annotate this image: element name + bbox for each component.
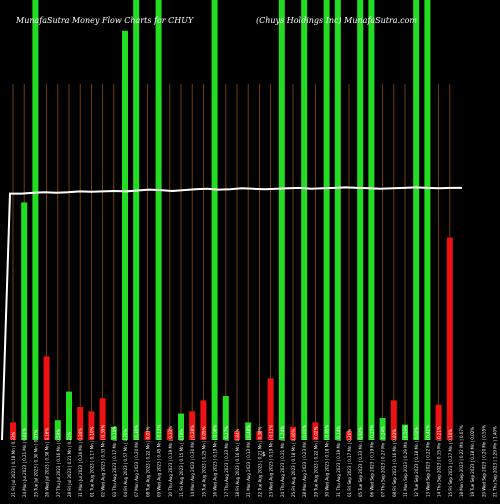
money-flow-bar — [290, 426, 296, 440]
x-tick-label: 31 Mon Jul 2023 | 0.26 Mn | 0.34% — [78, 428, 83, 497]
x-tick-label: 19 Tue Sep 2023 | 0.18 Mn | 0.02% — [470, 427, 475, 497]
x-tick-label: 16 Wed Aug 2023 | 0.19 Mn | 0.08% — [213, 425, 218, 497]
x-tick-label: 24 Mon Jul 2023 | 0.21 Mn | 0.61% — [22, 428, 27, 497]
money-flow-bar — [21, 202, 28, 440]
x-tick-label: 21 Mon Aug 2023 | 0.13 Mn | 0.48% — [246, 425, 251, 497]
x-tick-label: 18 Mon Sep 2023 | 0.22 Mn | 0.07% — [459, 425, 464, 497]
x-tick-label: 31 Thu Aug 2023 | 0.19 Mn | 0.14% — [336, 426, 341, 497]
x-tick-label: 10 Thu Aug 2023 | 0.19 Mn | 0.33% — [168, 426, 173, 497]
x-tick-label: 08 Tue Aug 2023 | 0.22 Mn | 0.03% — [145, 426, 150, 497]
money-flow-bar — [278, 0, 285, 440]
x-tick-label: 06 Wed Sep 2023 | 0.19 Mn | 0.23% — [369, 425, 374, 497]
x-axis-marker: $ — [262, 451, 266, 458]
x-tick-label: 29 Tue Aug 2023 | 0.22 Mn | 0.02% — [313, 426, 318, 497]
money-flow-bar — [435, 404, 442, 440]
x-tick-label: 18 Fri Aug 2023 | 0.16 Mn | 0.84% — [235, 428, 240, 497]
money-flow-bar — [424, 0, 431, 440]
x-tick-label: 15 Fri Sep 2023 | 0.27 Mn | 0.10% — [448, 429, 453, 497]
x-tick-label: 13 Wed Sep 2023 | 0.22 Mn | 0.41% — [425, 425, 430, 497]
price-line — [1, 186, 462, 441]
money-flow-bar — [88, 411, 95, 440]
x-tick-label: 25 Tue Jul 2023 | 0.30 Mn | 0.07% — [33, 429, 38, 497]
money-flow-bar — [43, 356, 50, 440]
money-flow-bar — [334, 0, 341, 440]
x-tick-label: 09 Wed Aug 2023 | 0.45 Mn | 0.13% — [157, 425, 162, 497]
x-tick-label: 30 Wed Aug 2023 | 0.18 Mn | 0.85% — [325, 425, 330, 497]
x-tick-label: 11 Mon Sep 2023 | 0.29 Mn | 0.59% — [403, 425, 408, 497]
money-flow-bar — [402, 424, 408, 440]
money-flow-bar — [32, 0, 39, 440]
x-tick-label: 28 Fri Jul 2023 | 0.21 Mn | 0.21% — [67, 431, 72, 497]
bars — [10, 0, 453, 441]
money-flow-bar — [301, 0, 308, 440]
money-flow-bar — [54, 420, 61, 440]
x-tick-label: 11 Fri Aug 2023 | 0.15 Mn | 0.18% — [179, 428, 184, 497]
money-flow-bar — [245, 422, 252, 440]
x-tick-labels: 21 Fri Jul 2023 | 0.18 Mn | 0.33% 24 Mon … — [11, 425, 498, 497]
x-tick-label: 22 Tue Aug 2023 | 0.21 Mn | 0.38% — [257, 426, 262, 497]
money-flow-bar — [267, 378, 274, 440]
x-tick-label: 27 Thu Jul 2023 | 0.16 Mn | 0.59% — [56, 429, 61, 497]
money-flow-bar — [446, 237, 453, 440]
x-tick-label: 14 Mon Aug 2023 | 0.30 Mn | 0.28% — [190, 425, 195, 497]
money-flow-bar — [200, 400, 207, 440]
x-tick-label: 21 Thu Sep 2023 | 1.29 Mn | 1.40% — [493, 426, 498, 497]
x-tick-label: 24 Thu Aug 2023 | 0.21 Mn | 1.24% — [280, 426, 285, 497]
x-tick-label: 03 Thu Aug 2023 | 0.17 Mn | 0.10% — [112, 426, 117, 497]
money-flow-bar — [155, 0, 162, 440]
x-tick-label: 12 Tue Sep 2023 | 0.18 Mn | 0.02% — [414, 427, 419, 497]
money-flow-bar — [379, 418, 386, 440]
money-flow-bar — [346, 431, 352, 440]
x-tick-label: 23 Wed Aug 2023 | 0.19 Mn | 0.11% — [269, 425, 274, 497]
money-flow-bar — [66, 391, 72, 440]
x-tick-label: 28 Mon Aug 2023 | 0.23 Mn | 0.01% — [302, 425, 307, 497]
money-flow-bar — [413, 0, 420, 440]
money-flow-bar — [178, 413, 184, 440]
money-flow-bar — [110, 426, 117, 440]
x-tick-label: 14 Thu Sep 2023 | 0.15 Mn | 0.21% — [437, 426, 442, 497]
x-tick-label: 07 Thu Sep 2023 | 0.27 Mn | 0.24% — [381, 426, 386, 497]
x-tick-label: 08 Fri Sep 2023 | 0.16 Mn | 0.83% — [392, 429, 397, 497]
money-flow-bar — [357, 0, 364, 440]
x-tick-label: 26 Wed Jul 2023 | 0.38 Mn | 0.16% — [45, 428, 50, 497]
x-tick-label: 05 Tue Sep 2023 | 0.33 Mn | 0.92% — [358, 427, 363, 497]
money-flow-bar — [323, 0, 330, 440]
money-flow-bar — [144, 431, 151, 440]
money-flow-bar — [211, 0, 218, 440]
money-flow-bar — [10, 422, 16, 440]
money-flow-bar — [234, 431, 240, 440]
money-flow-bar — [189, 411, 196, 440]
money-flow-bar — [368, 0, 375, 440]
x-tick-label: 20 Wed Sep 2023 | 0.20 Mn | 0.55% — [481, 425, 486, 497]
x-tick-label: 25 Fri Aug 2023 | 0.18 Mn | 0.46% — [291, 428, 296, 497]
money-flow-bar — [122, 30, 128, 441]
grid-lines — [12, 84, 451, 440]
money-flow-bar — [77, 407, 84, 440]
money-flow-bar — [222, 396, 229, 440]
money-flow-bar — [256, 431, 263, 440]
x-tick-label: 17 Thu Aug 2023 | 0.23 Mn | 0.27% — [224, 426, 229, 497]
x-tick-label: 21 Fri Jul 2023 | 0.18 Mn | 0.33% — [11, 431, 16, 497]
price-line-group — [1, 186, 462, 441]
money-flow-bar — [133, 0, 140, 440]
x-tick-label: 04 Fri Aug 2023 | 0.57 Mn | 0.70% — [123, 428, 128, 497]
money-flow-bar — [390, 400, 397, 440]
chart-source: (Chuys Holdings Inc) MunafaSutra.com — [256, 16, 417, 25]
x-tick-label: 01 Fri Sep 2023 | 0.17 Mn | 0.26% — [347, 429, 352, 497]
x-tick-label: 02 Wed Aug 2023 | 0.33 Mn | 0.39% — [101, 425, 106, 497]
x-tick-label: 07 Mon Aug 2023 | 0.20 Mn | 0.30% — [134, 425, 139, 497]
chart-title: MunafaSutra Money Flow Charts for CHUY — [16, 16, 194, 25]
money-flow-bar — [166, 429, 173, 440]
money-flow-bar — [312, 422, 319, 440]
x-tick-label: 01 Tue Aug 2023 | 0.17 Mn | 0.10% — [89, 426, 94, 497]
x-tick-label: 15 Tue Aug 2023 | 0.25 Mn | 0.05% — [201, 426, 206, 497]
money-flow-bar — [99, 398, 106, 440]
